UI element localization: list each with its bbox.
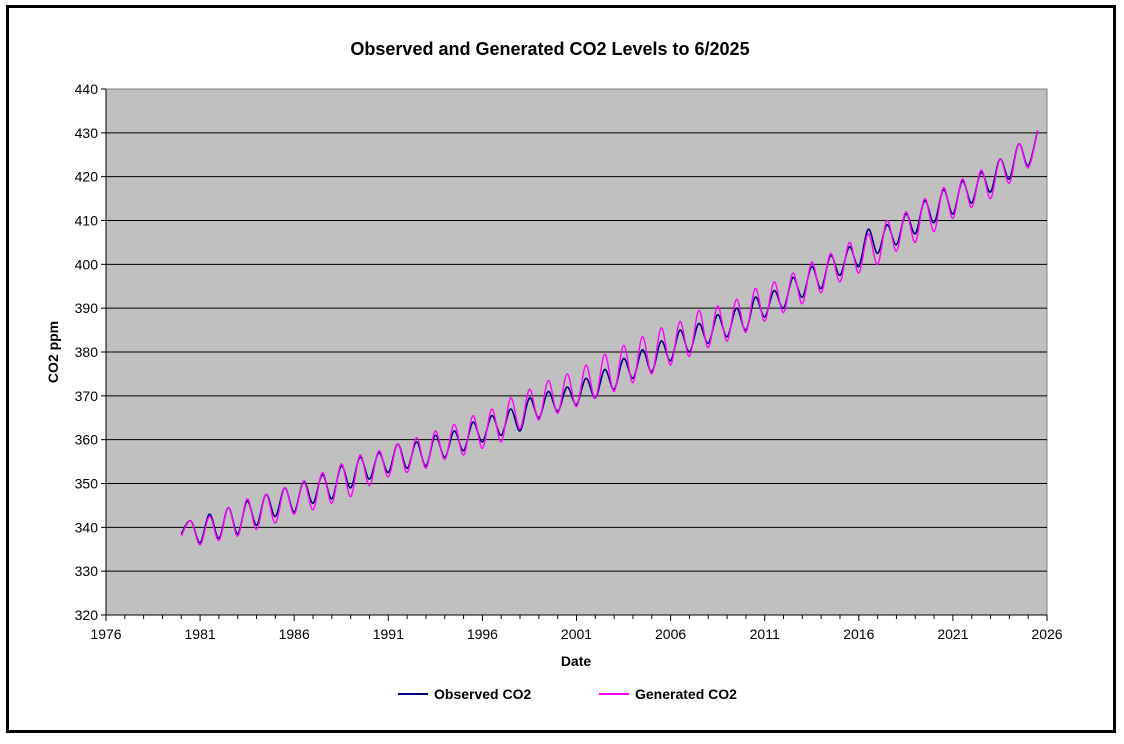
- y-tick-label: 380: [75, 344, 99, 360]
- y-tick-label: 430: [75, 125, 99, 141]
- y-tick-label: 410: [75, 213, 99, 229]
- y-tick-label: 360: [75, 432, 99, 448]
- y-tick-label: 370: [75, 388, 99, 404]
- y-tick-label: 340: [75, 519, 99, 535]
- x-tick-label: 2016: [843, 626, 874, 642]
- y-tick-label: 420: [75, 169, 99, 185]
- y-tick-label: 350: [75, 476, 99, 492]
- x-axis-label: Date: [561, 653, 592, 669]
- chart-title: Observed and Generated CO2 Levels to 6/2…: [350, 39, 749, 59]
- y-axis-label: CO2 ppm: [45, 321, 61, 383]
- y-tick-label: 440: [75, 81, 99, 97]
- series-layer: [180, 130, 1039, 546]
- legend-label-generated: Generated CO2: [635, 686, 737, 702]
- x-tick-label: 2001: [561, 626, 592, 642]
- series-line-observed: [180, 130, 1039, 544]
- x-tick-label: 1986: [279, 626, 310, 642]
- x-tick-label: 1991: [373, 626, 404, 642]
- legend: Observed CO2 Generated CO2: [398, 686, 737, 702]
- x-tick-label: 1981: [185, 626, 216, 642]
- x-tick-label: 1976: [90, 626, 121, 642]
- legend-label-observed: Observed CO2: [434, 686, 531, 702]
- y-tick-label: 400: [75, 256, 99, 272]
- gridlines: [106, 132, 1047, 572]
- y-tick-label: 320: [75, 607, 99, 623]
- x-tick-label: 1996: [467, 626, 498, 642]
- series-line-generated: [180, 130, 1039, 546]
- y-axis-ticks: 320 330 340 350 360 370 380 390 400 410 420 430 440: [75, 81, 106, 623]
- x-tick-label: 2026: [1031, 626, 1062, 642]
- x-tick-label: 2021: [937, 626, 968, 642]
- x-tick-label: 2011: [750, 626, 780, 642]
- y-tick-label: 390: [75, 300, 99, 316]
- y-tick-label: 330: [75, 563, 99, 579]
- x-axis-ticks: 1976 1981 1986 1991 1996 2001 2006 2011 2016 2021…: [90, 615, 1063, 642]
- x-tick-label: 2006: [655, 626, 686, 642]
